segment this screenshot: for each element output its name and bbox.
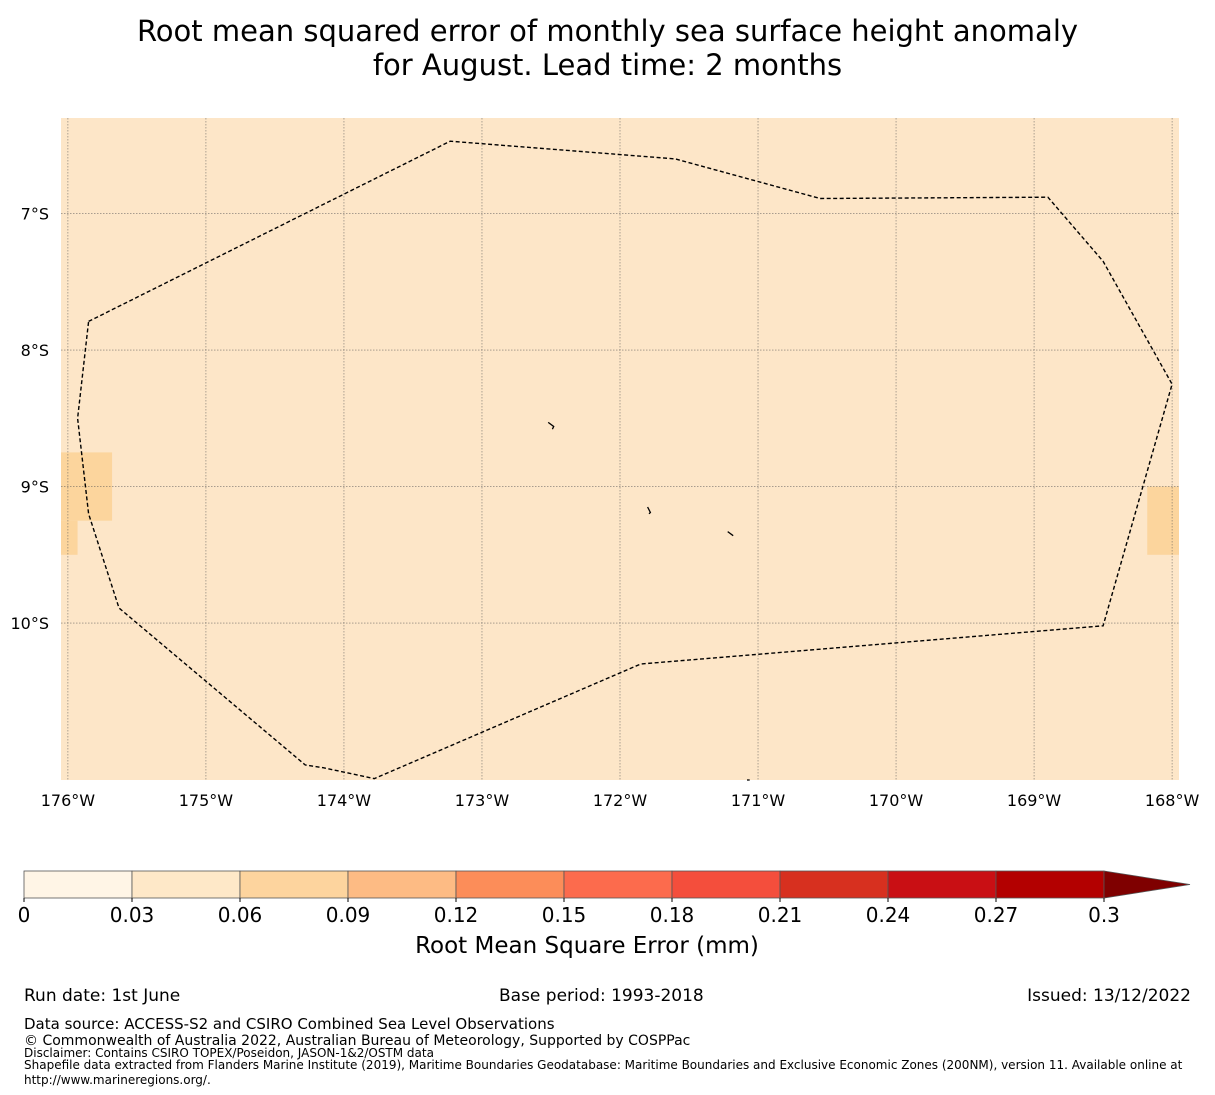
colorbar-tick-label: 0 xyxy=(18,903,31,927)
colorbar-swatch xyxy=(995,870,1105,899)
lon-tick-label: 175°W xyxy=(179,791,234,810)
map-title: Root mean squared error of monthly sea s… xyxy=(0,14,1215,82)
lon-tick-label: 169°W xyxy=(1007,791,1062,810)
error-cell xyxy=(1147,486,1179,555)
colorbar-tick-label: 0.06 xyxy=(218,903,263,927)
colorbar-swatch xyxy=(887,870,997,899)
lat-tick-label: 10°S xyxy=(10,614,49,633)
colorbar-tick-label: 0.18 xyxy=(650,903,695,927)
run-date: Run date: 1st June xyxy=(24,986,181,1006)
shapefile-credit: Shapefile data extracted from Flanders M… xyxy=(24,1058,1183,1072)
island-outline xyxy=(727,531,734,537)
colorbar: 0 0.03 0.06 0.09 0.12 0.15 0.18 0.21 0.24 0.27 0.3… xyxy=(18,870,1191,959)
lon-tick-label: 173°W xyxy=(455,791,510,810)
colorbar-tick-label: 0.21 xyxy=(758,903,803,927)
error-cell xyxy=(61,520,78,555)
island-outline xyxy=(547,421,555,430)
colorbar-tick-label: 0.3 xyxy=(1088,903,1120,927)
map-figure: 176°W 175°W 174°W 173°W 172°W 171°W 170°W 169°W… xyxy=(10,118,1199,959)
eez-boundary xyxy=(76,140,1173,780)
lon-tick-label: 168°W xyxy=(1145,791,1200,810)
colorbar-swatch xyxy=(563,870,673,899)
colorbar-tick-label: 0.09 xyxy=(326,903,371,927)
colorbar-swatch xyxy=(347,870,457,899)
colorbar-swatch xyxy=(23,870,133,899)
colorbar-tick-label: 0.15 xyxy=(542,903,587,927)
colorbar-label: Root Mean Square Error (mm) xyxy=(415,933,759,959)
data-source: Data source: ACCESS-S2 and CSIRO Combine… xyxy=(24,1015,555,1033)
base-period: Base period: 1993-2018 xyxy=(499,986,704,1006)
lon-tick-label: 171°W xyxy=(731,791,786,810)
disclaimer: Disclaimer: Contains CSIRO TOPEX/Poseido… xyxy=(24,1046,434,1060)
island-outline xyxy=(647,506,652,515)
lat-tick-label: 9°S xyxy=(21,478,49,497)
colorbar-swatch xyxy=(131,870,241,899)
colorbar-swatch xyxy=(779,870,889,899)
colorbar-tick-label: 0.12 xyxy=(434,903,479,927)
colorbar-extend-arrow xyxy=(1103,870,1191,899)
colorbar-swatch xyxy=(671,870,781,899)
colorbar-tick-label: 0.24 xyxy=(866,903,911,927)
lon-tick-label: 172°W xyxy=(593,791,648,810)
lat-tick-label: 8°S xyxy=(21,341,49,360)
map-area: 176°W 175°W 174°W 173°W 172°W 171°W 170°W 169°W… xyxy=(10,118,1199,810)
shapefile-url: http://www.marineregions.org/. xyxy=(24,1073,211,1087)
colorbar-tick-label: 0.03 xyxy=(110,903,155,927)
copyright: © Commonwealth of Australia 2022, Austra… xyxy=(24,1033,691,1049)
colorbar-swatch xyxy=(455,870,565,899)
lon-tick-label: 174°W xyxy=(317,791,372,810)
title-line-2: for August. Lead time: 2 months xyxy=(372,48,843,82)
colorbar-tick-label: 0.27 xyxy=(974,903,1019,927)
lon-tick-label: 170°W xyxy=(869,791,924,810)
issued-date: Issued: 13/12/2022 xyxy=(1027,986,1191,1006)
title-line-1: Root mean squared error of monthly sea s… xyxy=(136,14,1079,48)
lat-tick-label: 7°S xyxy=(21,205,49,224)
lon-tick-label: 176°W xyxy=(41,791,96,810)
colorbar-swatch xyxy=(239,870,349,899)
